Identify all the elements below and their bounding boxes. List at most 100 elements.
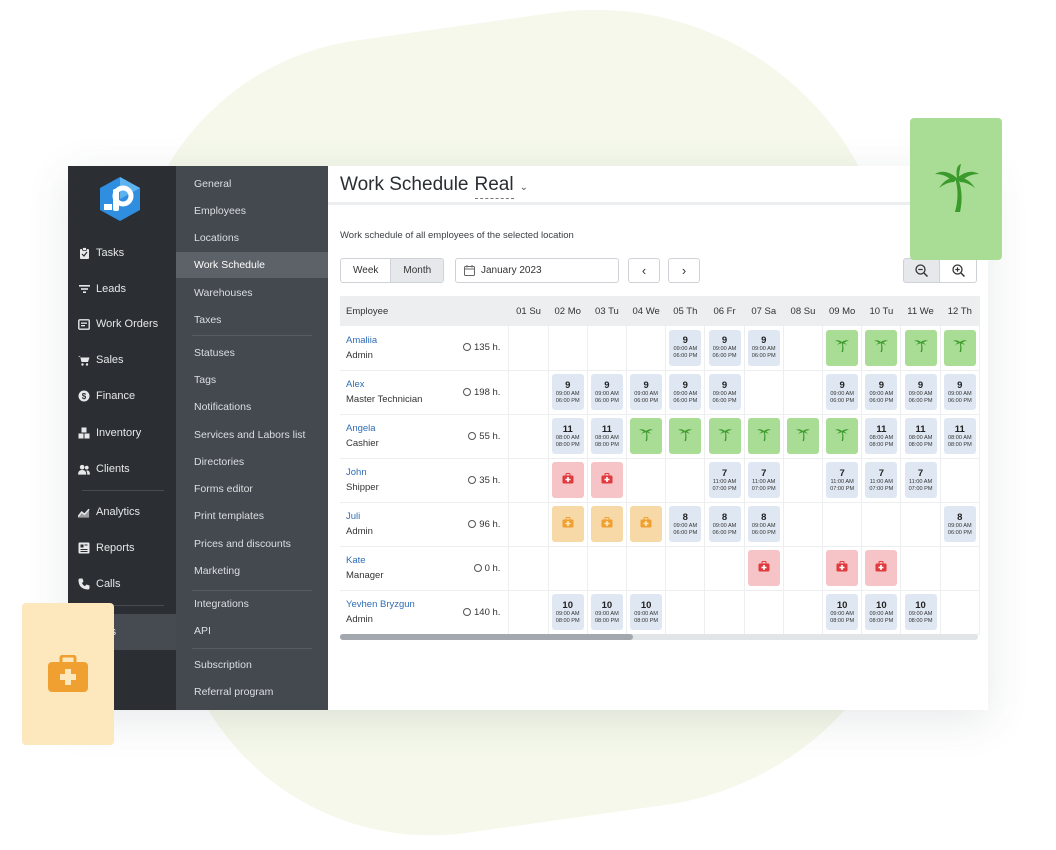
next-month-button[interactable]: ›	[668, 258, 700, 283]
schedule-cell[interactable]: 9 09:00 AM 06:00 PM	[861, 370, 902, 415]
schedule-cell[interactable]	[704, 590, 745, 635]
submenu-item-prices-and-discounts[interactable]: Prices and discounts	[194, 538, 291, 550]
schedule-cell[interactable]: 8 09:00 AM 06:00 PM	[704, 502, 745, 547]
horizontal-scrollbar[interactable]	[340, 634, 978, 640]
sick-leave-block[interactable]	[826, 550, 859, 586]
schedule-cell[interactable]: 9 09:00 AM 06:00 PM	[665, 326, 706, 371]
employee-name-link[interactable]: Yevhen Bryzgun	[346, 599, 415, 610]
work-shift-block[interactable]: 11 08:00 AM 08:00 PM	[551, 418, 584, 454]
employee-column-header[interactable]: Employee	[340, 296, 509, 326]
schedule-cell[interactable]	[587, 502, 628, 547]
schedule-cell[interactable]	[587, 326, 628, 371]
submenu-item-general[interactable]: General	[194, 178, 232, 190]
schedule-cell[interactable]: 11 08:00 AM 08:00 PM	[861, 414, 902, 459]
schedule-cell[interactable]: 10 09:00 AM 08:00 PM	[861, 590, 902, 635]
schedule-cell[interactable]	[548, 326, 588, 371]
rail-item-clients[interactable]: Clients	[78, 457, 130, 481]
schedule-cell[interactable]: 9 09:00 AM 06:00 PM	[744, 326, 784, 371]
schedule-cell[interactable]: 9 09:00 AM 06:00 PM	[626, 370, 667, 415]
schedule-cell[interactable]	[783, 546, 824, 591]
schedule-cell[interactable]	[900, 502, 941, 547]
work-shift-block[interactable]: 9 09:00 AM 06:00 PM	[669, 374, 702, 410]
schedule-cell[interactable]	[744, 370, 784, 415]
schedule-cell[interactable]	[665, 414, 706, 459]
work-shift-block[interactable]: 9 09:00 AM 06:00 PM	[865, 374, 898, 410]
work-shift-block[interactable]: 9 09:00 AM 06:00 PM	[708, 374, 741, 410]
day-off-block[interactable]	[551, 506, 584, 542]
schedule-cell[interactable]	[783, 370, 824, 415]
work-shift-block[interactable]: 9 09:00 AM 06:00 PM	[904, 374, 937, 410]
schedule-cell[interactable]	[626, 502, 667, 547]
work-shift-block[interactable]: 11 08:00 AM 08:00 PM	[865, 418, 898, 454]
work-shift-block[interactable]: 9 09:00 AM 06:00 PM	[747, 329, 780, 366]
employee-name-link[interactable]: John	[346, 467, 367, 478]
work-shift-block[interactable]: 9 09:00 AM 06:00 PM	[708, 329, 741, 366]
schedule-cell[interactable]	[744, 414, 784, 459]
sick-leave-block[interactable]	[747, 550, 780, 586]
schedule-cell[interactable]: 8 09:00 AM 06:00 PM	[940, 502, 981, 547]
schedule-cell[interactable]	[900, 326, 941, 371]
scrollbar-thumb[interactable]	[340, 634, 633, 640]
schedule-cell[interactable]: 10 09:00 AM 08:00 PM	[548, 590, 588, 635]
rail-item-work-orders[interactable]: Work Orders	[78, 312, 158, 336]
schedule-cell[interactable]	[861, 502, 902, 547]
submenu-item-integrations[interactable]: Integrations	[194, 598, 249, 610]
schedule-cell[interactable]: 9 09:00 AM 06:00 PM	[548, 370, 588, 415]
rail-item-calls[interactable]: Calls	[78, 572, 120, 596]
month-view-button[interactable]: Month	[390, 259, 444, 282]
schedule-cell[interactable]	[822, 546, 863, 591]
schedule-cell[interactable]: 7 11:00 AM 07:00 PM	[861, 458, 902, 503]
rail-item-analytics[interactable]: Analytics	[78, 500, 140, 524]
rail-item-finance[interactable]: $ Finance	[78, 384, 135, 408]
work-shift-block[interactable]: 9 09:00 AM 06:00 PM	[551, 374, 584, 410]
schedule-cell[interactable]: 11 08:00 AM 08:00 PM	[940, 414, 981, 459]
vacation-block[interactable]	[669, 418, 702, 454]
employee-name-link[interactable]: Kate	[346, 555, 366, 566]
work-shift-block[interactable]: 9 09:00 AM 06:00 PM	[943, 374, 976, 410]
schedule-cell[interactable]: 11 08:00 AM 08:00 PM	[548, 414, 588, 459]
schedule-cell[interactable]: 7 11:00 AM 07:00 PM	[900, 458, 941, 503]
schedule-cell[interactable]	[508, 326, 549, 371]
work-shift-block[interactable]: 9 09:00 AM 06:00 PM	[590, 374, 623, 410]
submenu-item-tags[interactable]: Tags	[194, 374, 217, 386]
work-shift-block[interactable]: 7 11:00 AM 07:00 PM	[708, 462, 741, 498]
vacation-block[interactable]	[786, 418, 819, 454]
employee-name-link[interactable]: Alex	[346, 379, 365, 390]
submenu-item-forms-editor[interactable]: Forms editor	[194, 483, 253, 495]
work-shift-block[interactable]: 8 09:00 AM 06:00 PM	[747, 506, 780, 542]
work-shift-block[interactable]: 7 11:00 AM 07:00 PM	[904, 462, 937, 498]
work-shift-block[interactable]: 10 09:00 AM 08:00 PM	[826, 594, 859, 630]
schedule-cell[interactable]: 8 09:00 AM 06:00 PM	[744, 502, 784, 547]
schedule-cell[interactable]	[548, 502, 588, 547]
schedule-cell[interactable]	[783, 502, 824, 547]
schedule-cell[interactable]	[508, 590, 549, 635]
work-shift-block[interactable]: 11 08:00 AM 08:00 PM	[590, 418, 623, 454]
work-shift-block[interactable]: 8 09:00 AM 06:00 PM	[708, 506, 741, 542]
work-shift-block[interactable]: 8 09:00 AM 06:00 PM	[943, 506, 976, 542]
schedule-cell[interactable]	[626, 326, 667, 371]
submenu-item-taxes[interactable]: Taxes	[194, 314, 222, 326]
submenu-item-api[interactable]: API	[194, 625, 211, 637]
rail-item-tasks[interactable]: Tasks	[78, 241, 124, 265]
schedule-cell[interactable]	[665, 458, 706, 503]
schedule-cell[interactable]	[626, 546, 667, 591]
schedule-cell[interactable]: 9 09:00 AM 06:00 PM	[940, 370, 981, 415]
rail-item-leads[interactable]: Leads	[78, 277, 126, 301]
schedule-cell[interactable]	[822, 414, 863, 459]
schedule-cell[interactable]	[783, 414, 824, 459]
work-shift-block[interactable]: 7 11:00 AM 07:00 PM	[826, 462, 859, 498]
zoom-in-button[interactable]	[940, 258, 977, 283]
schedule-cell[interactable]: 9 09:00 AM 06:00 PM	[822, 370, 863, 415]
schedule-cell[interactable]: 8 09:00 AM 06:00 PM	[665, 502, 706, 547]
schedule-cell[interactable]	[940, 326, 981, 371]
schedule-cell[interactable]	[940, 546, 981, 591]
schedule-cell[interactable]	[508, 370, 549, 415]
work-shift-block[interactable]: 8 09:00 AM 06:00 PM	[669, 506, 702, 542]
schedule-cell[interactable]	[508, 458, 549, 503]
sick-leave-block[interactable]	[551, 462, 584, 498]
submenu-item-employees[interactable]: Employees	[194, 205, 246, 217]
schedule-cell[interactable]	[900, 546, 941, 591]
schedule-cell[interactable]: 10 09:00 AM 08:00 PM	[626, 590, 667, 635]
schedule-cell[interactable]	[861, 546, 902, 591]
schedule-cell[interactable]	[861, 326, 902, 371]
